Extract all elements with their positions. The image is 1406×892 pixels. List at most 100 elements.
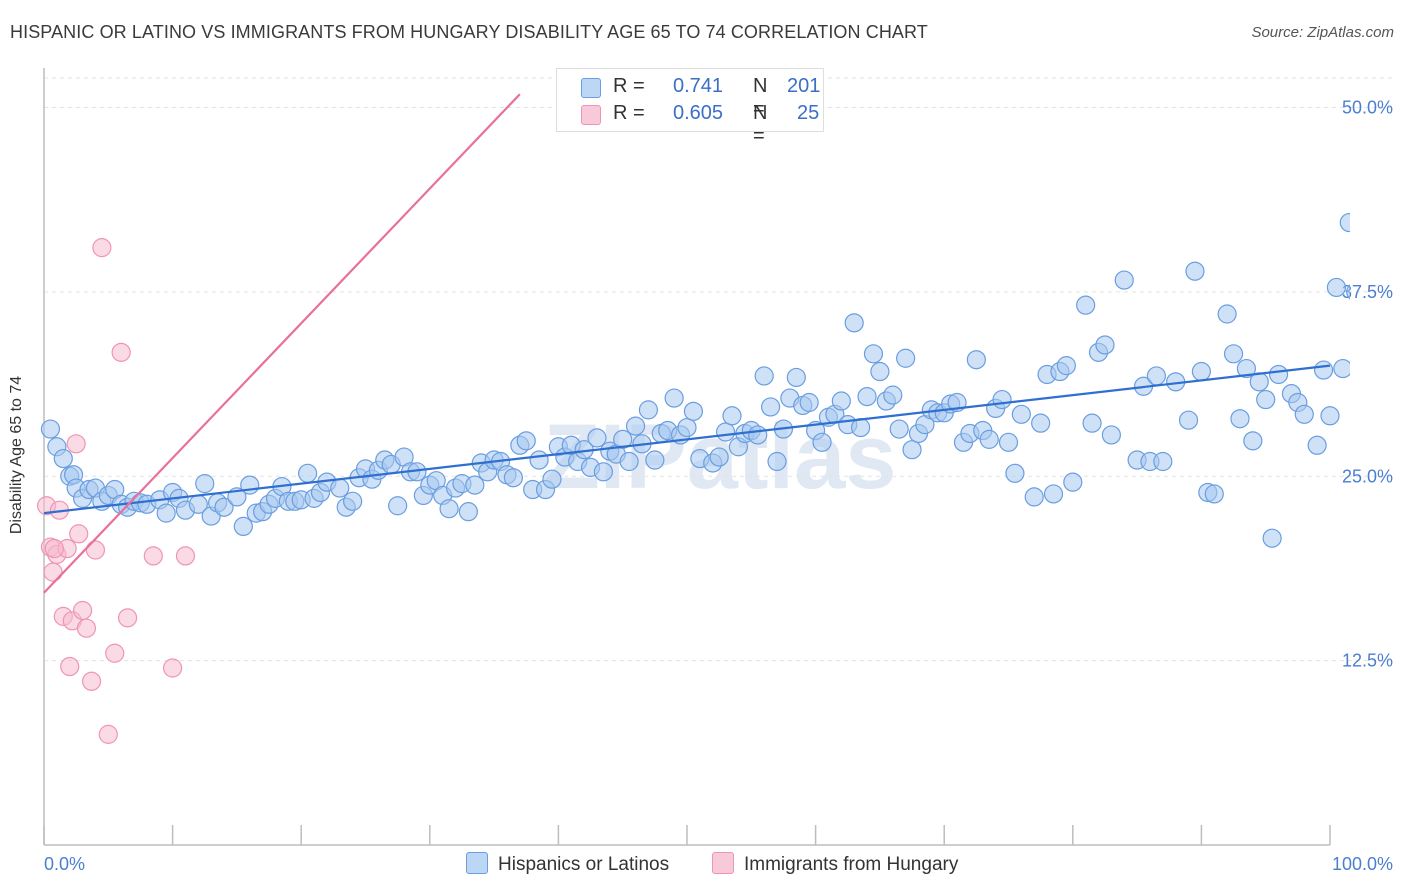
hungary-point bbox=[85, 540, 106, 560]
hispanic-point bbox=[1082, 413, 1102, 433]
hispanic-point bbox=[857, 387, 877, 407]
hispanic-point bbox=[664, 388, 684, 408]
hispanic-point bbox=[1256, 389, 1276, 410]
hispanic-point bbox=[516, 431, 536, 451]
legend-r-label: R = bbox=[613, 75, 645, 97]
hispanic-point bbox=[1294, 404, 1314, 424]
hispanic-point bbox=[1268, 364, 1289, 385]
hispanic-point bbox=[998, 432, 1019, 452]
hispanic-point bbox=[1191, 361, 1212, 382]
hispanic-point bbox=[542, 469, 562, 489]
hispanic-point bbox=[870, 361, 890, 382]
hispanic-point bbox=[1360, 311, 1378, 329]
hungary-point bbox=[43, 562, 63, 582]
hispanic-point bbox=[40, 419, 61, 439]
legend-swatch-hungary bbox=[581, 105, 601, 125]
legend-r-value: 0.741 bbox=[673, 75, 724, 97]
hispanic-point bbox=[767, 451, 787, 472]
hispanic-point bbox=[1204, 484, 1224, 504]
hispanic-point bbox=[677, 417, 697, 438]
hispanic-point bbox=[1063, 472, 1083, 492]
hispanic-point bbox=[1346, 284, 1350, 300]
legend-n-label: N = bbox=[753, 102, 768, 147]
legend-r-label: R = bbox=[613, 102, 645, 124]
hispanic-point bbox=[1031, 413, 1051, 433]
hungary-point bbox=[111, 342, 131, 362]
hispanic-point bbox=[503, 468, 523, 488]
hispanic-point bbox=[1236, 358, 1257, 379]
series-hungary-points bbox=[36, 96, 614, 744]
hispanic-point bbox=[1313, 360, 1334, 380]
y-tick-label: 37.5% bbox=[1342, 282, 1393, 302]
hispanic-point bbox=[979, 429, 999, 449]
hispanic-point bbox=[1223, 344, 1244, 364]
hispanic-point bbox=[625, 416, 646, 436]
hispanic-point bbox=[1043, 484, 1064, 504]
series-hispanic-points bbox=[40, 209, 1403, 548]
hispanic-point bbox=[844, 313, 864, 333]
hispanic-point bbox=[1243, 431, 1263, 451]
hungary-point bbox=[66, 434, 86, 454]
legend-n-label: N = bbox=[753, 75, 768, 120]
hispanic-point bbox=[812, 432, 832, 452]
hispanic-point bbox=[587, 428, 607, 448]
hispanic-point bbox=[439, 499, 459, 519]
hispanic-point bbox=[195, 474, 215, 494]
legend-swatch-hispanic bbox=[581, 78, 601, 98]
legend-label-hispanic: Hispanics or Latinos bbox=[498, 854, 670, 875]
y-tick-label: 12.5% bbox=[1342, 651, 1393, 671]
hispanic-point bbox=[1320, 406, 1340, 426]
hungary-point bbox=[81, 671, 102, 691]
hispanic-point bbox=[799, 392, 819, 413]
hungary-point bbox=[105, 643, 125, 663]
hispanic-point bbox=[992, 389, 1012, 410]
hispanic-point bbox=[233, 516, 253, 537]
x-tick-label: 0.0% bbox=[44, 854, 85, 874]
hispanic-point bbox=[715, 422, 736, 442]
hispanic-point bbox=[465, 475, 485, 495]
hispanic-point bbox=[240, 475, 260, 495]
hispanic-point bbox=[156, 503, 176, 523]
hispanic-point bbox=[831, 391, 851, 411]
hispanic-point bbox=[1339, 212, 1350, 233]
hispanic-point bbox=[458, 502, 478, 522]
hungary-point bbox=[117, 608, 138, 628]
hispanic-point bbox=[214, 497, 234, 517]
hispanic-point bbox=[53, 448, 73, 469]
hispanic-point bbox=[902, 440, 922, 460]
hungary-point bbox=[60, 656, 80, 677]
hispanic-point bbox=[760, 397, 781, 417]
hispanic-trend-line bbox=[43, 364, 1331, 515]
hispanic-point bbox=[786, 367, 806, 388]
hispanic-point bbox=[1178, 410, 1199, 430]
legend-swatch-hungary bbox=[712, 852, 734, 874]
correlation-legend: R = 0.741 N = 201 R = 0.605 N = 25 bbox=[556, 68, 824, 147]
hispanic-point bbox=[1333, 358, 1350, 379]
hispanic-point bbox=[1076, 295, 1096, 315]
hispanic-point bbox=[388, 496, 408, 516]
hispanic-point bbox=[1307, 435, 1327, 455]
hispanic-point bbox=[1153, 451, 1173, 472]
hispanic-point bbox=[1011, 404, 1031, 424]
legend-swatch-hispanic bbox=[466, 852, 488, 874]
legend-item-hungary[interactable]: Immigrants from Hungary bbox=[712, 852, 958, 876]
hispanic-point bbox=[683, 401, 704, 421]
hispanic-point bbox=[619, 451, 639, 472]
hispanic-point bbox=[883, 385, 903, 405]
hispanic-point bbox=[863, 344, 884, 364]
legend-item-hispanic[interactable]: Hispanics or Latinos bbox=[466, 852, 669, 876]
hispanic-point bbox=[1326, 277, 1347, 298]
hispanic-point bbox=[1114, 270, 1134, 290]
hispanic-point bbox=[1230, 409, 1250, 429]
hispanic-point bbox=[1005, 463, 1025, 483]
hispanic-point bbox=[645, 450, 665, 470]
hispanic-point bbox=[343, 491, 363, 511]
hispanic-point bbox=[1146, 366, 1166, 386]
hungary-point bbox=[72, 600, 93, 621]
legend-r-value: 0.605 bbox=[673, 102, 724, 124]
hispanic-point bbox=[593, 462, 614, 482]
hungary-point bbox=[92, 238, 112, 258]
hungary-point bbox=[44, 538, 64, 559]
hispanic-point bbox=[1385, 209, 1403, 227]
